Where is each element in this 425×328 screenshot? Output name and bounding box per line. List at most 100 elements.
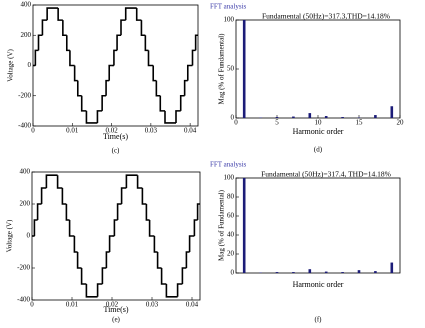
caption: (e) [112,316,120,324]
waveform-step [147,50,154,67]
y-tick-label: -200 [17,264,30,272]
waveform-step [120,187,127,204]
waveform-step [176,283,183,297]
y-tick-label: 200 [20,200,31,208]
waveform-step [65,204,70,221]
y-tick-label: 0 [27,232,31,240]
y-tick-label: 50 [227,65,235,73]
waveform-step [165,284,178,298]
bar [374,115,377,118]
bar [242,20,246,118]
waveform-step [57,8,63,21]
waveform-step [136,175,143,189]
x-tick-label: 0 [31,127,35,135]
waveform-step [159,95,165,112]
plot-frame [235,19,401,119]
y-tick-label: 80 [227,193,235,201]
x-tick-label: 0.01 [66,301,79,309]
waveform-step [65,35,70,52]
bar [308,113,312,118]
bar [275,117,279,118]
waveform-step [101,94,107,111]
chart-panel: -400 -200 0 200 400 0 0.01 0.02 0.03 0.04 Time(s) V… [6,168,201,324]
caption: (d) [314,146,323,154]
waveform-step [175,110,181,123]
x-tick-label: 0.03 [146,301,159,309]
x-tick-label: 0.03 [145,127,158,135]
waveform-step [76,80,82,97]
y-axis-label: Mag (% of Fundamental) [218,33,226,105]
plot-frame [31,171,201,301]
waveform-step [101,267,107,284]
chart-panel: 0 20 40 60 80 100 Harmonic order Mag (% of Fund… [210,161,401,324]
bar [308,269,312,273]
waveform-step [80,268,87,285]
waveform-step [148,220,155,237]
waveform-step [80,95,87,112]
waveform-step [85,110,98,124]
y-tick-label: 60 [227,212,235,220]
waveform-step [105,251,110,268]
x-tick-label: 0 [30,301,34,309]
x-tick-label: 0 [234,119,238,127]
waveform-step [125,174,138,188]
waveform-step [62,20,67,37]
y-tick-label: 40 [227,231,235,239]
bar [357,270,361,273]
waveform-step [108,235,112,252]
waveform-step [96,110,103,123]
waveform-step [135,8,142,21]
waveform-step [153,236,158,253]
waveform-step [164,110,176,124]
waveform-step [73,236,78,253]
waveform-step [196,203,200,220]
waveform-step [191,49,196,66]
waveform-step [56,175,63,189]
y-tick-label: 400 [20,168,31,176]
x-tick-label: 0.02 [105,127,118,135]
waveform-step [37,34,43,51]
panel-subtitle: Fundamental (50Hz)=317.4, THD=14.18% [261,170,391,179]
waveform-step [124,7,137,21]
plot-frame [32,4,199,127]
waveform-step [193,219,198,236]
waveform-step [185,251,190,268]
bar [292,272,295,273]
waveform-step [141,188,147,205]
x-tick-label: 5 [275,119,279,127]
chart-panel: -400 -200 0 200 400 0 0.01 0.02 0.03 0.04 Time(s) V… [7,1,199,155]
bar [390,262,394,273]
waveform-step [120,19,126,36]
x-axis-label: Time(s) [103,305,128,314]
y-axis-label: Mag (% of Fundamental) [218,189,226,261]
bar [275,272,279,273]
waveform-step [188,235,195,252]
x-tick-label: 10 [315,119,323,127]
waveform-step [108,64,112,81]
panel-title: FFT analysis [210,3,247,11]
bar [324,116,328,118]
waveform-step [96,283,103,297]
waveform-step [183,79,188,96]
y-tick-label: 0 [28,61,32,69]
x-axis-label: Time(s) [103,132,128,141]
waveform-step [46,7,59,21]
waveform-step [36,203,42,220]
waveform-step [33,219,38,236]
y-tick-label: -400 [18,122,31,130]
waveform-step [76,252,82,269]
x-tick-label: 20 [397,119,405,127]
caption: (c) [112,147,120,155]
waveform-step [61,188,67,205]
waveform-step [73,65,78,82]
bar [292,116,295,118]
bar [341,117,344,118]
waveform-step [144,35,149,52]
waveform-step [113,49,118,66]
bar [341,272,344,273]
waveform-step [145,204,150,221]
bar [324,271,328,273]
waveform-step [181,267,187,284]
waveform-step [179,94,185,111]
waveform-step [140,20,146,37]
